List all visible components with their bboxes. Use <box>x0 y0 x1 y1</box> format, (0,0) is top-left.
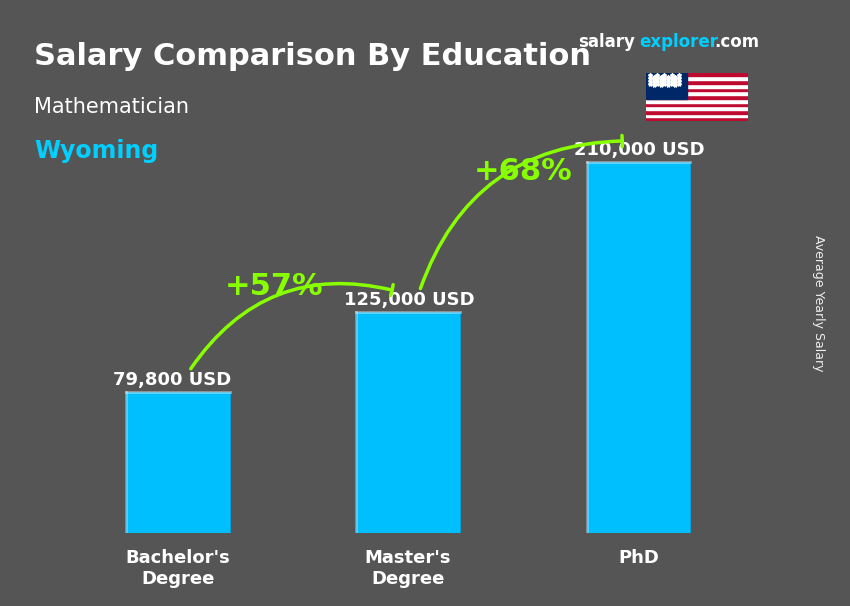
Bar <box>646 106 748 110</box>
Text: 125,000 USD: 125,000 USD <box>343 291 474 309</box>
Bar <box>646 88 748 92</box>
Text: 210,000 USD: 210,000 USD <box>574 141 705 159</box>
Bar <box>646 73 748 76</box>
Text: Average Yearly Salary: Average Yearly Salary <box>812 235 824 371</box>
Bar <box>586 162 690 533</box>
Bar <box>646 99 748 102</box>
Text: +68%: +68% <box>473 157 573 186</box>
Bar <box>646 80 748 84</box>
Bar <box>126 392 230 533</box>
Text: Salary Comparison By Education: Salary Comparison By Education <box>34 42 591 72</box>
Bar <box>646 114 748 118</box>
Bar <box>646 110 748 114</box>
Bar <box>646 92 748 95</box>
Bar <box>356 312 460 533</box>
Text: .com: .com <box>714 33 759 52</box>
Text: salary: salary <box>578 33 635 52</box>
Bar <box>646 102 748 106</box>
Bar <box>646 118 748 121</box>
Bar <box>646 84 748 88</box>
Bar <box>646 76 748 80</box>
Text: +57%: +57% <box>225 272 324 301</box>
Text: Mathematician: Mathematician <box>34 97 189 117</box>
Text: 79,800 USD: 79,800 USD <box>113 371 231 389</box>
Text: Wyoming: Wyoming <box>34 139 158 164</box>
Bar <box>646 73 687 99</box>
Bar <box>646 95 748 99</box>
Text: explorer: explorer <box>639 33 718 52</box>
